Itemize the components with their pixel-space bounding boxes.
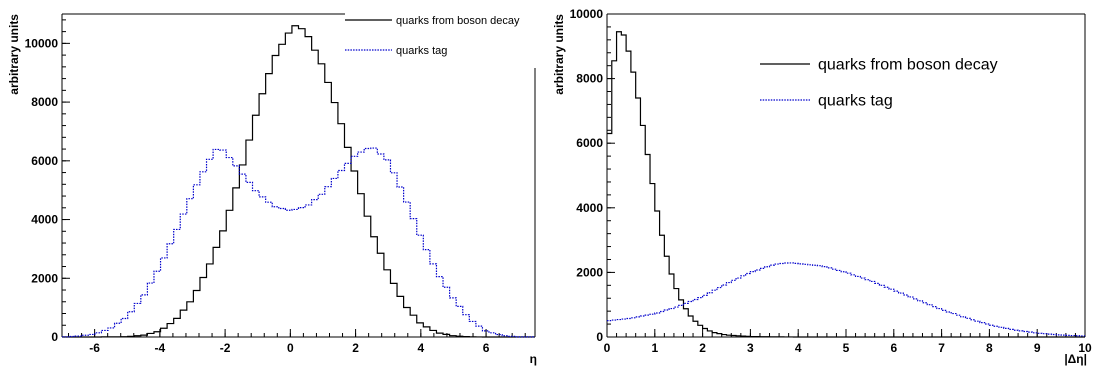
y-tick-label: 8000 [31,95,58,109]
x-tick-label: 0 [287,341,294,355]
y-tick-label: 2000 [576,265,603,279]
x-tick-label: 2 [352,341,359,355]
y-axis-title: arbitrary units [552,14,566,95]
series-line-quarks-tag [607,262,1085,337]
x-tick-label: -6 [89,341,100,355]
y-tick-label: 6000 [31,154,58,168]
x-tick-label: 10 [1078,341,1092,355]
x-tick-label: -2 [220,341,231,355]
y-tick-label: 10000 [570,7,604,21]
y-axis-title: arbitrary units [7,14,21,95]
legend-label: quarks tag [396,45,447,57]
x-axis-title: |Δη| [1064,352,1087,366]
chart-panel-2: 0 2000 4000 6000 8000 10000 0 1 2 3 4 5 6 7 8 9 10 arbitr… [552,7,1092,366]
x-tick-label: 9 [1034,341,1041,355]
y-tick-label: 0 [596,330,603,344]
x-tick-label: 4 [417,341,424,355]
x-tick-label: 8 [986,341,993,355]
x-axis-title: η [530,352,537,366]
x-tick-label: 6 [890,341,897,355]
x-tick-label: 0 [604,341,611,355]
series-line-quarks-from-boson-decay [62,25,535,338]
y-tick-label: 10000 [25,36,59,50]
x-tick-label: 2 [699,341,706,355]
series-line-quarks-tag [62,147,535,338]
legend-label: quarks tag [818,93,893,110]
y-tick-label: 6000 [576,136,603,150]
legend-label: quarks from boson decay [396,15,520,27]
chart-panel-1: 0 2000 4000 6000 8000 10000 -6 -4 -2 0 2 4 6 arbitrar… [7,13,537,366]
y-tick-label: 2000 [31,271,58,285]
x-tick-label: 6 [483,341,490,355]
x-tick-label: -4 [155,341,166,355]
x-tick-label: 4 [795,341,802,355]
y-tick-label: 0 [51,330,58,344]
x-tick-label: 1 [651,341,658,355]
legend-label: quarks from boson decay [818,57,998,74]
y-tick-label: 4000 [576,201,603,215]
series-line-quarks-from-boson-decay [607,31,1085,338]
x-tick-label: 3 [747,341,754,355]
x-tick-label: 5 [843,341,850,355]
y-tick-label: 4000 [31,213,58,227]
x-tick-label: 7 [938,341,945,355]
y-tick-label: 8000 [576,72,603,86]
